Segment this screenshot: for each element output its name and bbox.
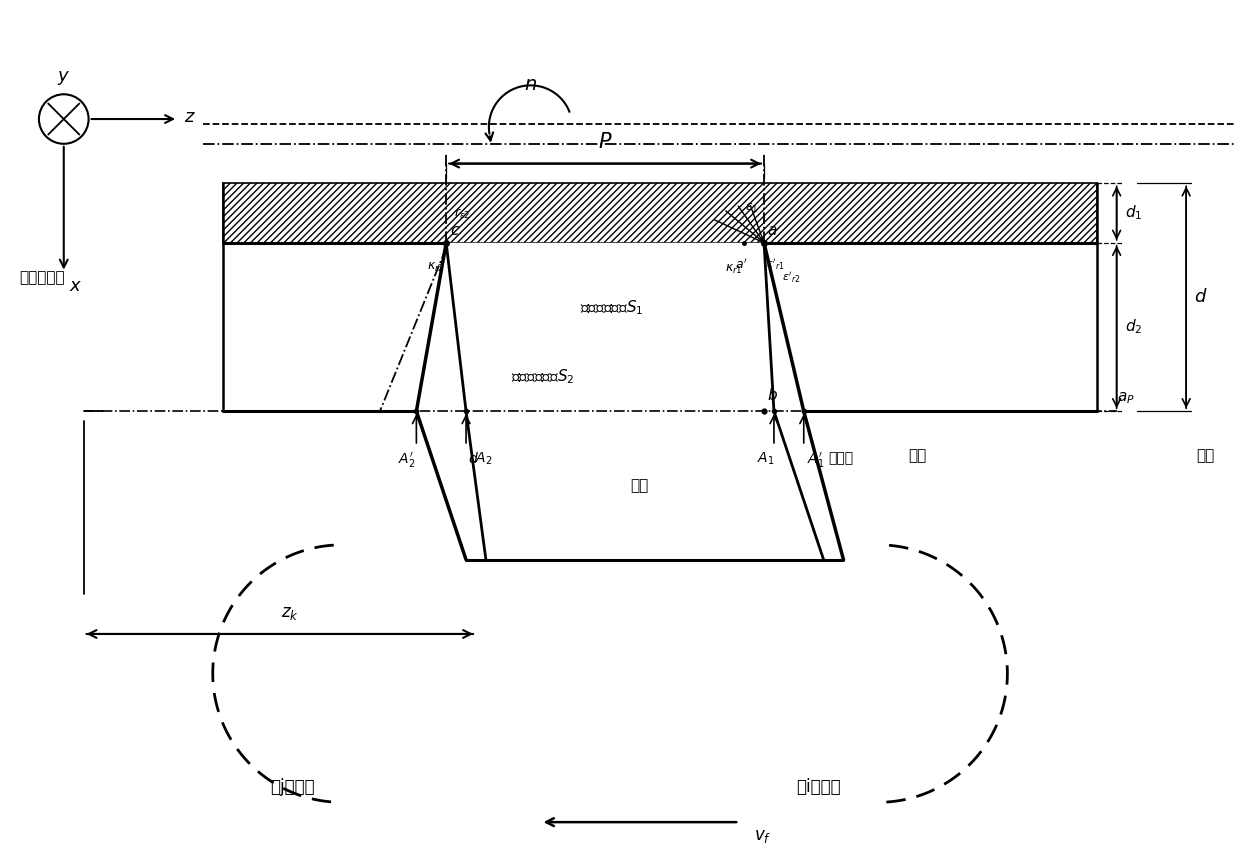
Text: 刀具: 刀具 — [908, 449, 926, 463]
Text: $\varepsilon_1$: $\varepsilon_1$ — [745, 202, 759, 215]
Text: $A_1$: $A_1$ — [758, 451, 775, 467]
Text: 第i次进刀: 第i次进刀 — [796, 778, 841, 796]
Text: $r_{\varepsilon 2}$: $r_{\varepsilon 2}$ — [454, 207, 471, 221]
Text: $a'$: $a'$ — [735, 258, 748, 272]
Text: $d$: $d$ — [467, 451, 479, 466]
Text: $\kappa_{r2}$: $\kappa_{r2}$ — [428, 260, 445, 274]
Text: 第j次进刀: 第j次进刀 — [270, 778, 315, 796]
Text: 刀具右切削刃$S_2$: 刀具右切削刃$S_2$ — [511, 367, 574, 386]
Text: $\varepsilon'_{r1}$: $\varepsilon'_{r1}$ — [766, 258, 785, 272]
Text: $c$: $c$ — [450, 223, 460, 238]
Text: $z_k$: $z_k$ — [280, 604, 299, 622]
Text: 机床坐标系: 机床坐标系 — [19, 270, 64, 285]
Text: $d_2$: $d_2$ — [1125, 318, 1142, 336]
Text: $A_2$: $A_2$ — [475, 451, 492, 467]
Text: $\varepsilon'_{r2}$: $\varepsilon'_{r2}$ — [782, 270, 800, 285]
Text: $z$: $z$ — [184, 108, 196, 126]
Text: $A_2'$: $A_2'$ — [398, 451, 415, 470]
Text: 参考点: 参考点 — [828, 451, 853, 465]
Text: $a_P$: $a_P$ — [1117, 390, 1135, 407]
Text: $\kappa_{r1}$: $\kappa_{r1}$ — [725, 263, 743, 276]
Text: $d$: $d$ — [1194, 288, 1208, 306]
Text: $v_f$: $v_f$ — [754, 827, 771, 845]
Text: $P$: $P$ — [598, 132, 613, 152]
Text: $n$: $n$ — [525, 74, 537, 94]
Text: 工件: 工件 — [631, 478, 649, 493]
Polygon shape — [223, 183, 1096, 243]
Text: 中径: 中径 — [1197, 449, 1214, 463]
Text: 刀具左切削刃$S_1$: 刀具左切削刃$S_1$ — [580, 298, 644, 317]
Text: $x$: $x$ — [68, 277, 82, 295]
Text: $a$: $a$ — [768, 223, 777, 238]
Text: $y$: $y$ — [57, 69, 71, 87]
Text: $A_1'$: $A_1'$ — [807, 451, 825, 470]
Text: $d_1$: $d_1$ — [1125, 204, 1142, 223]
Polygon shape — [446, 243, 823, 560]
Text: $b$: $b$ — [768, 387, 777, 403]
